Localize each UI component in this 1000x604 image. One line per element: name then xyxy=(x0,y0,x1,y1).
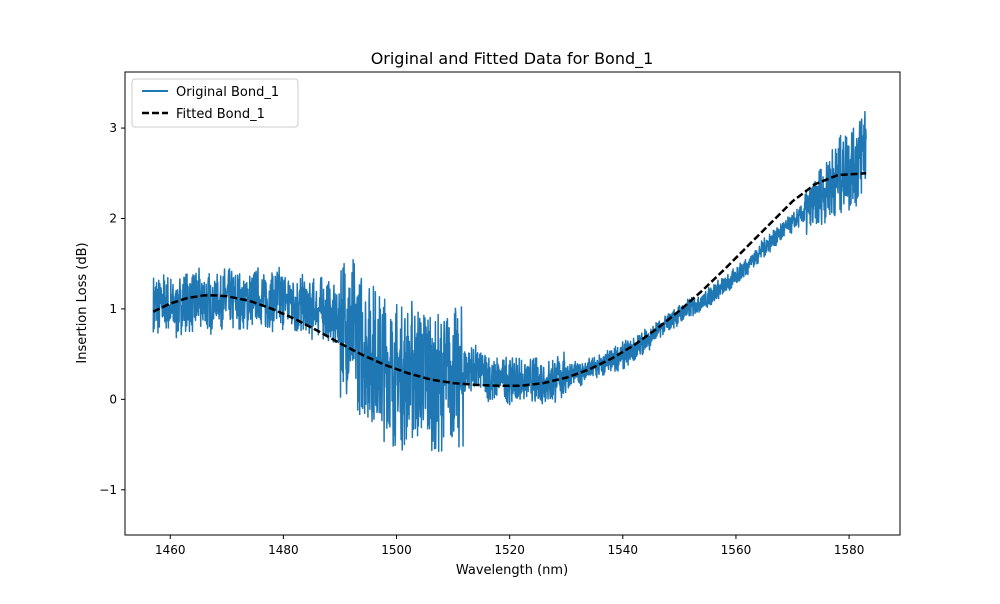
x-tick-label-1560: 1560 xyxy=(721,543,752,557)
legend: Original Bond_1 Fitted Bond_1 xyxy=(131,78,299,128)
legend-label-original: Original Bond_1 xyxy=(176,85,279,100)
y-axis-label: Insertion Loss (dB) xyxy=(75,242,90,363)
x-tick-label-1500: 1500 xyxy=(381,543,412,557)
x-tick-label-1540: 1540 xyxy=(608,543,639,557)
legend-label-fitted: Fitted Bond_1 xyxy=(176,107,265,122)
chart-title: Original and Fitted Data for Bond_1 xyxy=(371,49,654,69)
series-line-fitted xyxy=(152,172,867,388)
series-layer xyxy=(152,110,867,453)
x-tick-label-1580: 1580 xyxy=(834,543,865,557)
x-tick-label-1480: 1480 xyxy=(268,543,299,557)
x-axis: 1460 1480 1500 1520 1540 1560 1580 xyxy=(155,535,864,557)
x-axis-label: Wavelength (nm) xyxy=(456,563,568,578)
plot-frame xyxy=(124,71,901,536)
x-tick-label-1520: 1520 xyxy=(494,543,525,557)
y-tick-label-3: 2 xyxy=(109,211,117,225)
y-tick-label-4: 3 xyxy=(109,121,117,135)
y-tick-label-0: −1 xyxy=(99,483,117,497)
plot-area xyxy=(124,71,901,536)
y-axis: −1 0 1 2 3 xyxy=(99,121,125,497)
y-tick-label-1: 0 xyxy=(109,392,117,406)
series-line-original xyxy=(152,110,867,453)
y-tick-label-2: 1 xyxy=(109,302,117,316)
legend-box xyxy=(131,78,299,128)
x-tick-label-1460: 1460 xyxy=(155,543,186,557)
